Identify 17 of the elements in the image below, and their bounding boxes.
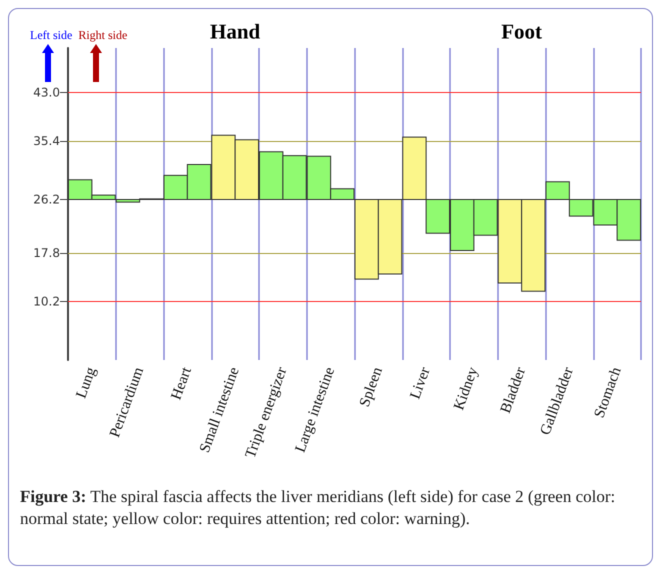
caption: Figure 3: The spiral fascia affects the liver meridians (left side) for case 2 (green color: normal state; yellow color: requires attention; red color: warning). — [20, 486, 616, 530]
y-tick-label: 35.4 — [33, 134, 60, 148]
x-tick-label: Kidney — [451, 364, 482, 412]
text: Foot — [501, 20, 542, 44]
y-tick-label: 17.8 — [33, 246, 60, 260]
y-tick-label: 10.2 — [33, 294, 60, 308]
y-tick-label: 43.0 — [33, 86, 60, 100]
text: Hand — [210, 20, 261, 44]
x-tick-label: Spleen — [356, 364, 386, 410]
x-tick-label: Liver — [408, 365, 434, 402]
text: Right side — [78, 28, 128, 42]
x-tick-label: Heart — [168, 364, 196, 402]
text: Left side — [30, 28, 72, 42]
x-tick-label: Triple energizer — [242, 365, 290, 460]
x-tick-label: Bladder — [498, 365, 530, 416]
y-tick-label: 26.2 — [33, 192, 60, 207]
x-tick-label: Lung — [74, 364, 100, 400]
